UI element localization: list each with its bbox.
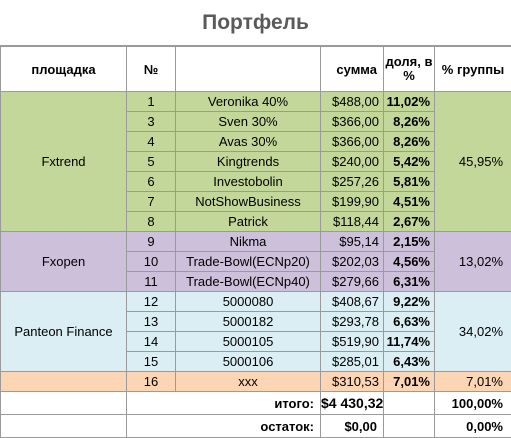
row-number: 7 [127, 192, 176, 212]
row-number: 4 [127, 132, 176, 152]
row-name: Patrick [176, 212, 321, 232]
row-name: 5000182 [176, 312, 321, 332]
row-share: 5,81% [384, 172, 435, 192]
header-name [176, 47, 321, 92]
row-number: 6 [127, 172, 176, 192]
row-name: Sven 30% [176, 112, 321, 132]
row-share: 4,51% [384, 192, 435, 212]
row-name: Avas 30% [176, 132, 321, 152]
row-number: 5 [127, 152, 176, 172]
row-share: 11,02% [384, 92, 435, 112]
row-amount: $202,03 [321, 252, 384, 272]
row-number: 15 [127, 352, 176, 372]
row-amount: $293,78 [321, 312, 384, 332]
row-share: 8,26% [384, 112, 435, 132]
total-empty-share [384, 392, 435, 415]
total-empty-cell [1, 392, 127, 415]
row-amount: $285,01 [321, 352, 384, 372]
row-share: 4,56% [384, 252, 435, 272]
row-number: 10 [127, 252, 176, 272]
page-title: Портфель [0, 0, 511, 46]
group-platform: Panteon Finance [1, 292, 127, 372]
header-group-pct: % группы [435, 47, 511, 92]
row-amount: $488,00 [321, 92, 384, 112]
row-share: 6,31% [384, 272, 435, 292]
header-row: площадка № сумма доля, в % % группы [1, 47, 511, 92]
group-platform [1, 372, 127, 392]
rest-amount: $0,00 [321, 415, 384, 438]
row-name: Nikma [176, 232, 321, 252]
row-amount: $199,90 [321, 192, 384, 212]
row-amount: $366,00 [321, 112, 384, 132]
row-share: 2,67% [384, 212, 435, 232]
row-name: NotShowBusiness [176, 192, 321, 212]
row-number: 9 [127, 232, 176, 252]
group-pct: 45,95% [435, 92, 511, 232]
row-share: 8,26% [384, 132, 435, 152]
row-name: 5000080 [176, 292, 321, 312]
row-amount: $118,44 [321, 212, 384, 232]
total-label: итого: [127, 392, 321, 415]
row-share: 11,74% [384, 332, 435, 352]
portfolio-table: площадка № сумма доля, в % % группы Fxtr… [0, 46, 511, 438]
row-amount: $408,67 [321, 292, 384, 312]
row-number: 16 [127, 372, 176, 392]
rest-row: остаток: $0,00 0,00% [1, 415, 511, 438]
total-row: итого: $4 430,32 100,00% [1, 392, 511, 415]
row-amount: $366,00 [321, 132, 384, 152]
row-name: Investobolin [176, 172, 321, 192]
row-number: 11 [127, 272, 176, 292]
group-pct: 7,01% [435, 372, 511, 392]
row-amount: $310,53 [321, 372, 384, 392]
rest-empty-cell [1, 415, 127, 438]
header-number: № [127, 47, 176, 92]
total-pct: 100,00% [435, 392, 511, 415]
rest-pct: 0,00% [435, 415, 511, 438]
row-number: 13 [127, 312, 176, 332]
group-platform: Fxopen [1, 232, 127, 292]
rest-label: остаток: [127, 415, 321, 438]
row-share: 6,63% [384, 312, 435, 332]
rest-empty-share [384, 415, 435, 438]
row-number: 12 [127, 292, 176, 312]
group-pct: 34,02% [435, 292, 511, 372]
row-name: Trade-Bowl(ECNp40) [176, 272, 321, 292]
row-number: 1 [127, 92, 176, 112]
row-share: 5,42% [384, 152, 435, 172]
group-platform: Fxtrend [1, 92, 127, 232]
header-platform: площадка [1, 47, 127, 92]
row-share: 7,01% [384, 372, 435, 392]
row-name: xxx [176, 372, 321, 392]
row-name: Veronika 40% [176, 92, 321, 112]
row-amount: $257,26 [321, 172, 384, 192]
row-share: 6,43% [384, 352, 435, 372]
row-number: 3 [127, 112, 176, 132]
row-share: 2,15% [384, 232, 435, 252]
group-pct: 13,02% [435, 232, 511, 292]
row-amount: $279,66 [321, 272, 384, 292]
header-amount: сумма [321, 47, 384, 92]
row-name: 5000105 [176, 332, 321, 352]
row-amount: $240,00 [321, 152, 384, 172]
row-name: Kingtrends [176, 152, 321, 172]
row-name: 5000106 [176, 352, 321, 372]
row-share: 9,22% [384, 292, 435, 312]
total-amount: $4 430,32 [321, 392, 384, 415]
header-share: доля, в % [384, 47, 435, 92]
row-amount: $95,14 [321, 232, 384, 252]
row-number: 8 [127, 212, 176, 232]
row-number: 14 [127, 332, 176, 352]
row-name: Trade-Bowl(ECNp20) [176, 252, 321, 272]
row-amount: $519,90 [321, 332, 384, 352]
